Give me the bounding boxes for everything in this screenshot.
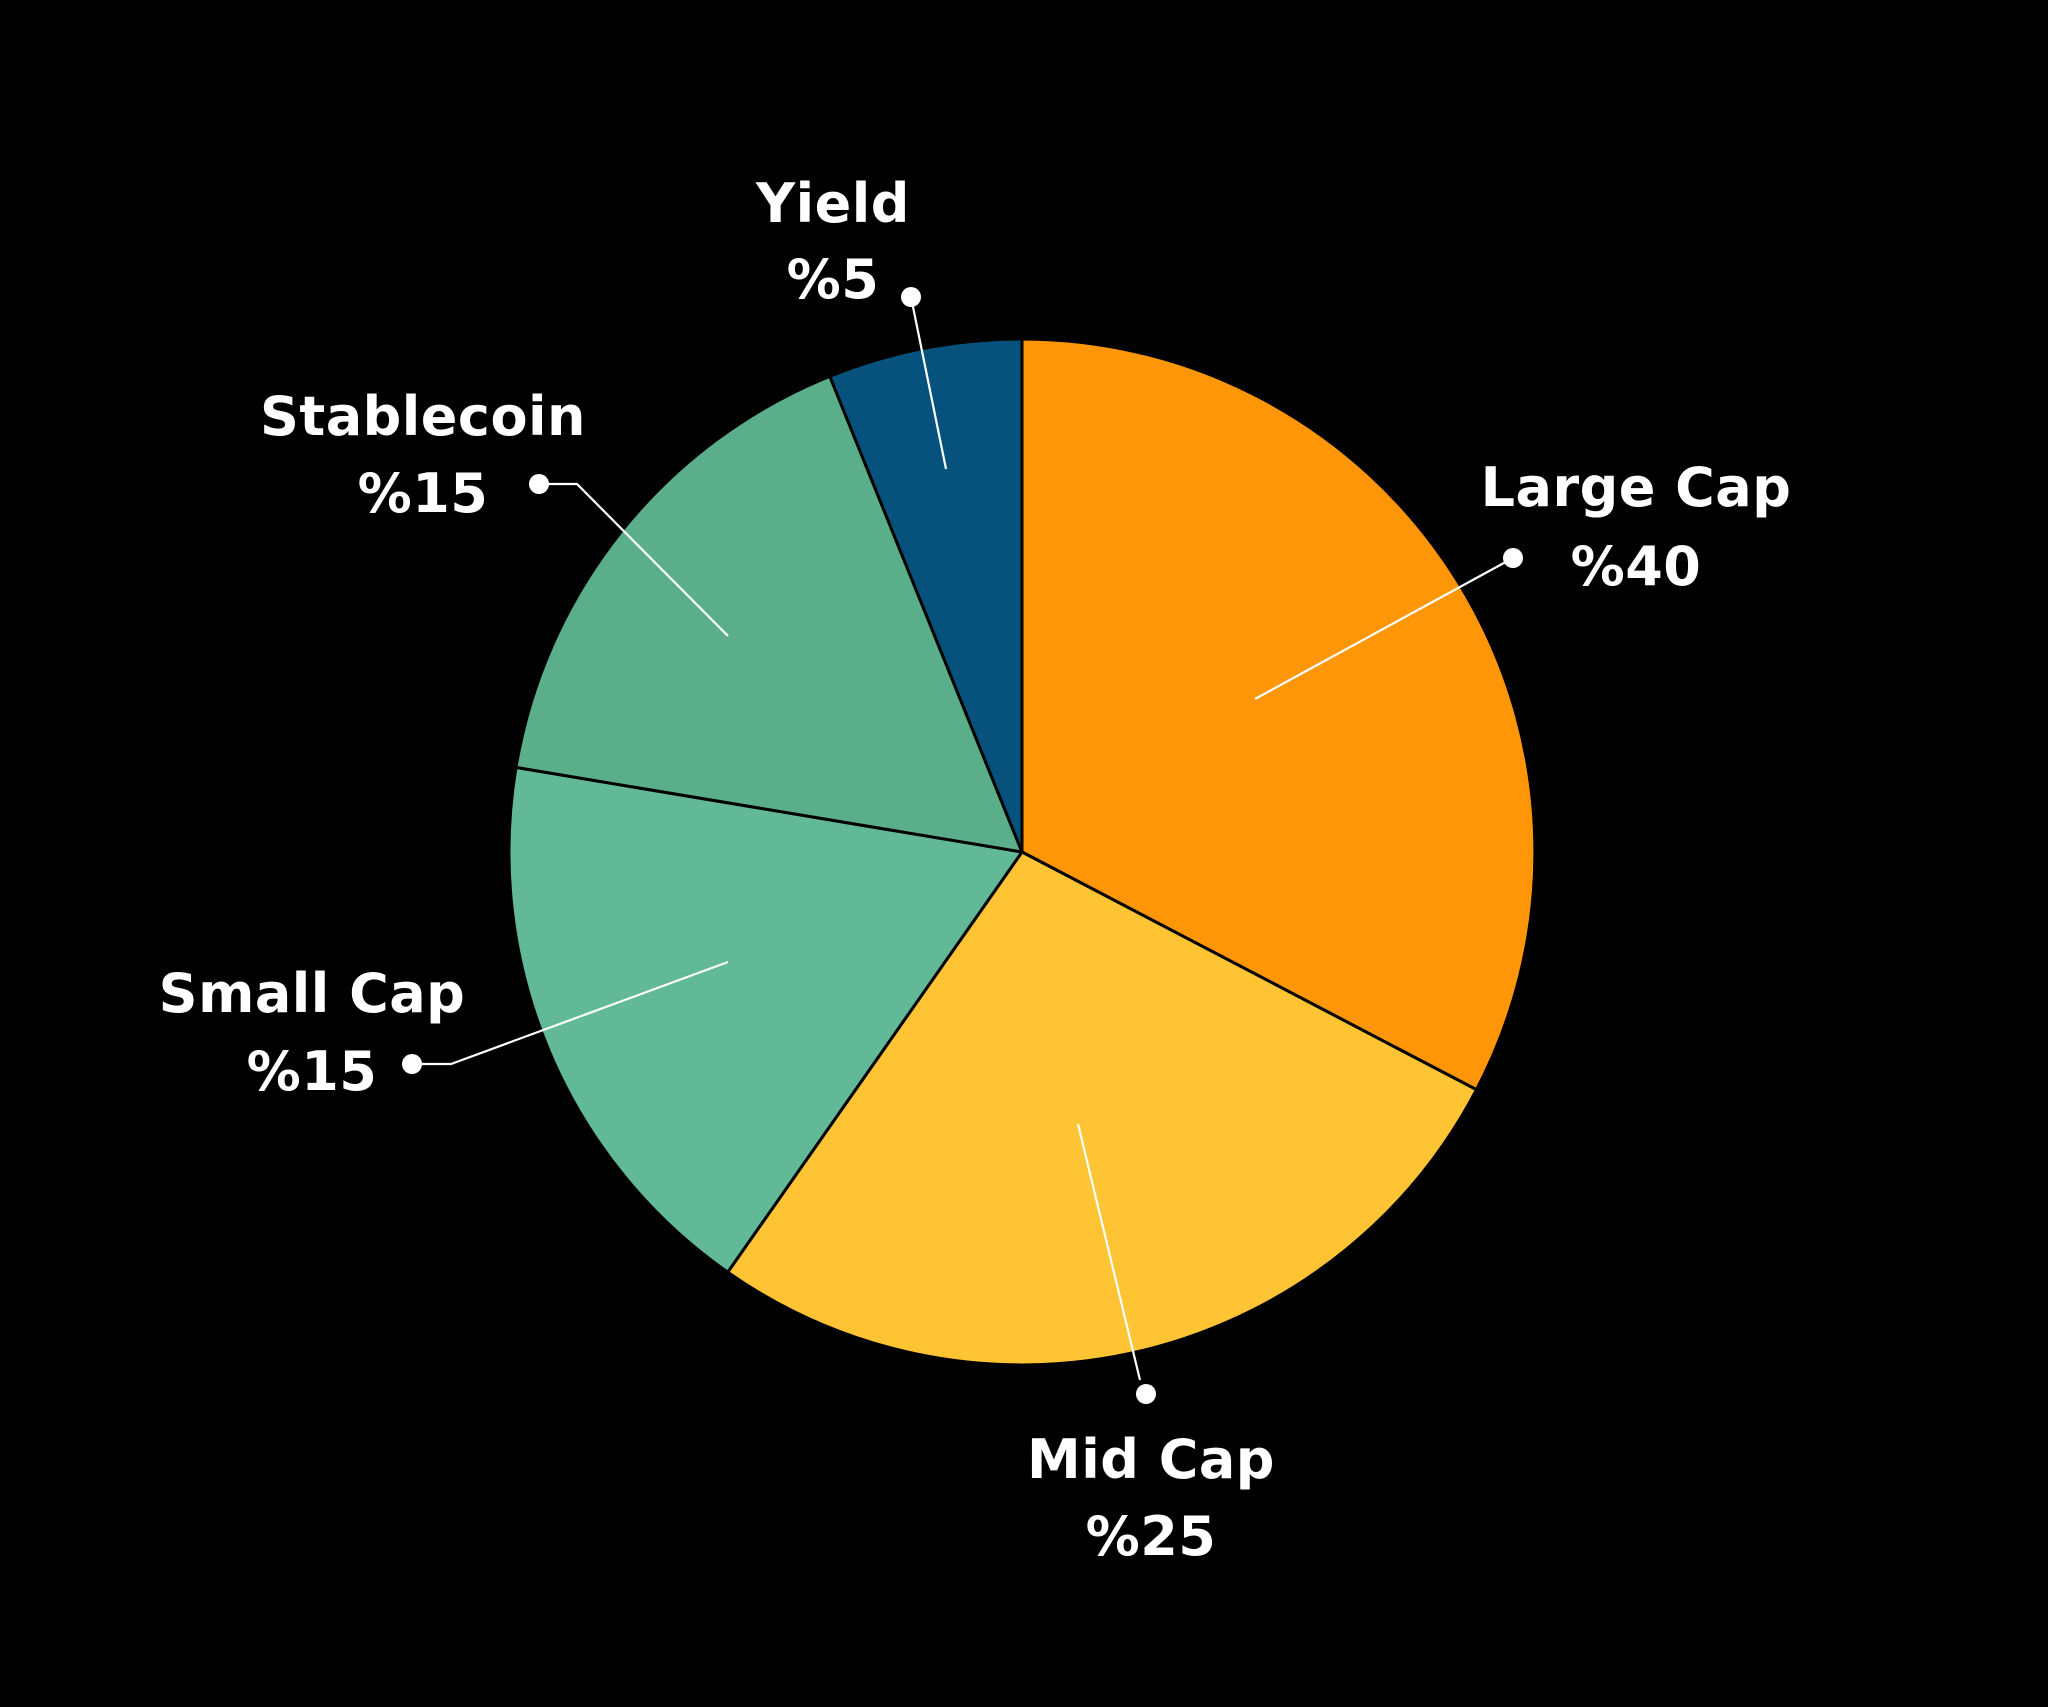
label-stablecoin-value: %15 — [358, 462, 489, 525]
label-yield: Yield %5 — [755, 172, 910, 311]
label-stablecoin: Stablecoin %15 — [260, 385, 586, 525]
label-large-cap: Large Cap %40 — [1481, 456, 1792, 598]
label-large-cap-value: %40 — [1571, 535, 1702, 598]
label-yield-name: Yield — [755, 172, 910, 235]
label-stablecoin-name: Stablecoin — [260, 385, 586, 448]
leader-dot-small-cap — [402, 1054, 422, 1074]
leader-dot-stablecoin — [529, 474, 549, 494]
leader-line-large-cap — [1254, 557, 1514, 700]
slice-small-cap[interactable] — [507, 765, 1024, 1274]
callout-labels: Yield %5 Stablecoin %15 Large Cap %40 Sm… — [159, 172, 1792, 1568]
label-mid-cap: Mid Cap %25 — [1027, 1428, 1275, 1568]
label-large-cap-name: Large Cap — [1481, 456, 1792, 519]
slice-yield[interactable] — [828, 337, 1024, 854]
pie-slices — [507, 337, 1537, 1367]
leader-dot-large-cap — [1503, 548, 1523, 568]
leader-dot-yield — [901, 287, 921, 307]
leader-line-stablecoin — [539, 482, 729, 637]
slice-mid-cap[interactable] — [726, 850, 1478, 1367]
slice-stablecoin[interactable] — [514, 374, 1024, 854]
label-yield-value: %5 — [787, 248, 880, 311]
label-small-cap: Small Cap %15 — [159, 962, 466, 1103]
label-small-cap-name: Small Cap — [159, 962, 466, 1025]
leader-line-small-cap — [412, 960, 729, 1066]
label-small-cap-value: %15 — [247, 1040, 378, 1103]
leader-dot-mid-cap — [1136, 1384, 1156, 1404]
label-mid-cap-name: Mid Cap — [1027, 1428, 1275, 1491]
leader-lines — [402, 287, 1523, 1404]
label-mid-cap-value: %25 — [1086, 1505, 1217, 1568]
leader-line-yield — [909, 296, 948, 470]
leader-line-mid-cap — [1076, 1123, 1142, 1381]
